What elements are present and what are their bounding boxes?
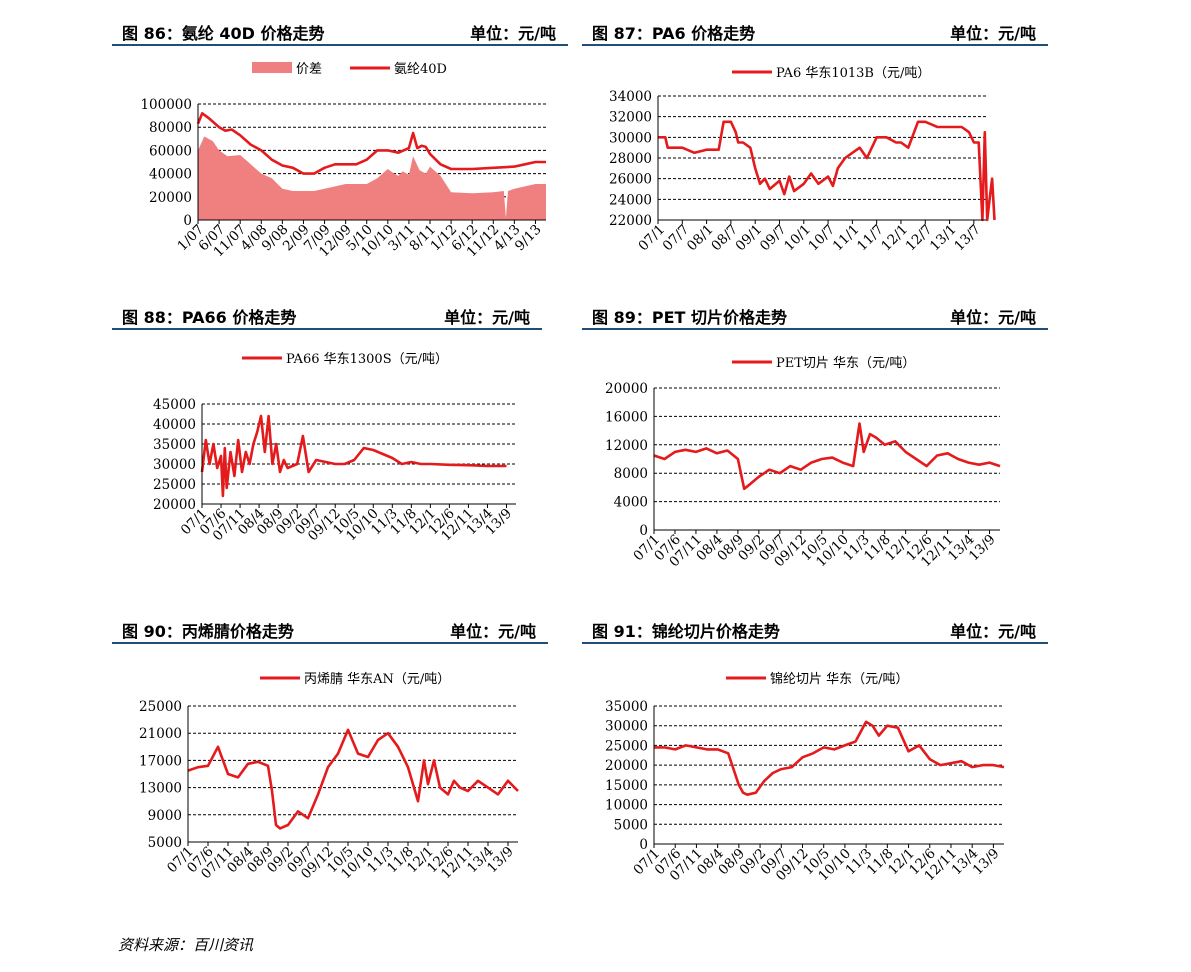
chart-header: 图 90：丙烯腈价格走势 单位：元/吨 xyxy=(112,612,548,644)
chart-unit: 单位：元/吨 xyxy=(450,622,536,641)
legend-label: 丙烯腈 华东AN（元/吨） xyxy=(304,672,450,687)
y-tick-label: 22000 xyxy=(609,213,652,229)
chart-title: 图 88：PA66 价格走势 xyxy=(122,308,297,327)
chart-title: 图 87：PA6 价格走势 xyxy=(592,24,756,43)
y-tick-label: 20000 xyxy=(153,497,196,513)
chart-title: 图 86：氨纶 40D 价格走势 xyxy=(122,24,325,43)
legend-label: 价差 xyxy=(296,62,322,77)
chart-panel-4: 图 90：丙烯腈价格走势 单位：元/吨 丙烯腈 华东AN（元/吨） 25000 21… xyxy=(112,612,548,912)
y-tick-label: 13000 xyxy=(139,781,182,797)
chart-header: 图 88：PA66 价格走势 单位：元/吨 xyxy=(112,298,542,330)
source-note: 资料来源：百川资讯 xyxy=(118,936,254,954)
y-tick-label: 30000 xyxy=(609,130,652,146)
chart-panel-5: 图 91：锦纶切片价格走势 单位：元/吨 锦纶切片 华东（元/吨） 35000 30… xyxy=(582,612,1048,912)
legend-label: PA66 华东1300S（元/吨） xyxy=(286,352,448,367)
x-tick-label: 12/7 xyxy=(903,222,936,255)
y-tick-label: 16000 xyxy=(605,409,648,425)
x-tick-label: 12/1 xyxy=(878,222,911,255)
line-series xyxy=(654,720,1005,796)
y-tick-label: 15000 xyxy=(605,778,648,794)
chart-title: 图 91：锦纶切片价格走势 xyxy=(592,622,780,641)
area-series xyxy=(198,136,546,220)
y-tick-label: 8000 xyxy=(614,466,648,482)
x-tick-label: 13/7 xyxy=(951,222,984,255)
y-tick-label: 25000 xyxy=(605,738,648,754)
y-tick-label: 35000 xyxy=(153,437,196,453)
chart-header: 图 86：氨纶 40D 价格走势 单位：元/吨 xyxy=(112,14,568,46)
chart-svg: PET切片 华东（元/吨）20000160001200080004000007/… xyxy=(605,356,1001,570)
line-series xyxy=(187,728,519,830)
chart-svg: 价差 氨纶40D1000008000060000400002000001/076/… xyxy=(140,62,546,260)
y-tick-label: 35000 xyxy=(605,699,648,715)
y-tick-label: 100000 xyxy=(140,97,192,113)
chart-unit: 单位：元/吨 xyxy=(444,308,530,327)
y-tick-label: 5000 xyxy=(614,817,648,833)
y-tick-label: 25000 xyxy=(139,699,182,715)
legend-label: PA6 华东1013B（元/吨） xyxy=(776,66,930,81)
chart-svg: 锦纶切片 华东（元/吨） 35000 30000 25000 20000 15000 100… xyxy=(605,672,1005,884)
chart-panel-0: 图 86：氨纶 40D 价格走势 单位：元/吨 价差 氨纶40D 100000 800… xyxy=(112,14,568,296)
chart-header: 图 91：锦纶切片价格走势 单位：元/吨 xyxy=(582,612,1048,644)
y-tick-label: 26000 xyxy=(609,172,652,188)
y-tick-label: 20000 xyxy=(149,190,192,206)
chart-unit: 单位：元/吨 xyxy=(950,622,1036,641)
legend-label: 氨纶40D xyxy=(394,62,447,77)
x-tick-label: 11/1 xyxy=(830,222,863,255)
legend-label: PET切片 华东（元/吨） xyxy=(776,356,915,371)
y-tick-label: 4000 xyxy=(614,495,648,511)
y-tick-label: 40000 xyxy=(153,417,196,433)
y-tick-label: 9000 xyxy=(148,808,182,824)
y-tick-label: 25000 xyxy=(153,477,196,493)
y-tick-label: 28000 xyxy=(609,151,652,167)
legend-swatch xyxy=(252,62,292,73)
y-tick-label: 21000 xyxy=(139,726,182,742)
line-series xyxy=(200,414,507,498)
y-tick-label: 32000 xyxy=(609,110,652,126)
x-tick-label: 09/1 xyxy=(733,222,766,255)
y-tick-label: 20000 xyxy=(605,381,648,397)
y-tick-label: 12000 xyxy=(605,438,648,454)
y-tick-label: 0 xyxy=(183,213,192,229)
legend-label: 锦纶切片 华东（元/吨） xyxy=(770,672,909,687)
chart-panel-2: 图 88：PA66 价格走势 单位：元/吨 PA66 华东1300S（元/吨） 4… xyxy=(112,298,542,590)
y-tick-label: 30000 xyxy=(605,719,648,735)
y-tick-label: 40000 xyxy=(149,167,192,183)
chart-panel-3: 图 89：PET 切片价格走势 单位：元/吨 PET切片 华东（元/吨） 2000… xyxy=(582,298,1048,598)
line-series xyxy=(653,422,1001,491)
chart-title: 图 89：PET 切片价格走势 xyxy=(592,308,787,327)
line-series xyxy=(196,112,546,175)
x-tick-label: 10/7 xyxy=(805,222,838,255)
x-tick-label: 11/7 xyxy=(854,222,887,255)
y-tick-label: 60000 xyxy=(149,143,192,159)
chart-header: 图 87：PA6 价格走势 单位：元/吨 xyxy=(582,14,1048,46)
y-tick-label: 24000 xyxy=(609,192,652,208)
x-tick-label: 10/1 xyxy=(781,222,814,255)
line-series xyxy=(658,120,996,222)
chart-unit: 单位：元/吨 xyxy=(950,308,1036,327)
chart-title: 图 90：丙烯腈价格走势 xyxy=(122,622,294,641)
y-tick-label: 80000 xyxy=(149,120,192,136)
x-tick-label: 09/7 xyxy=(757,222,790,255)
chart-panel-1: 图 87：PA6 价格走势 单位：元/吨 PA6 华东1013B（元/吨） 340… xyxy=(582,14,1048,296)
x-tick-label: 07/7 xyxy=(660,222,693,255)
chart-svg: PA66 华东1300S（元/吨） 45000 40000 35000 30000 250… xyxy=(153,352,516,544)
x-tick-label: 08/7 xyxy=(708,222,741,255)
chart-svg: PA6 华东1013B（元/吨） 34000 32000 30000 28000 2600… xyxy=(609,66,996,255)
y-tick-label: 34000 xyxy=(609,89,652,105)
chart-unit: 单位：元/吨 xyxy=(950,24,1036,43)
y-tick-label: 5000 xyxy=(148,835,182,851)
y-tick-label: 20000 xyxy=(605,758,648,774)
y-tick-label: 45000 xyxy=(153,397,196,413)
y-tick-label: 30000 xyxy=(153,457,196,473)
chart-unit: 单位：元/吨 xyxy=(470,24,556,43)
y-tick-label: 0 xyxy=(639,523,648,539)
y-tick-label: 17000 xyxy=(139,753,182,769)
chart-svg: 丙烯腈 华东AN（元/吨） 25000 21000 17000 13000 9000 500… xyxy=(139,672,519,882)
chart-header: 图 89：PET 切片价格走势 单位：元/吨 xyxy=(582,298,1048,330)
x-tick-label: 08/1 xyxy=(684,222,717,255)
x-tick-label: 13/1 xyxy=(927,222,960,255)
y-tick-label: 10000 xyxy=(605,798,648,814)
y-tick-label: 0 xyxy=(639,837,648,853)
